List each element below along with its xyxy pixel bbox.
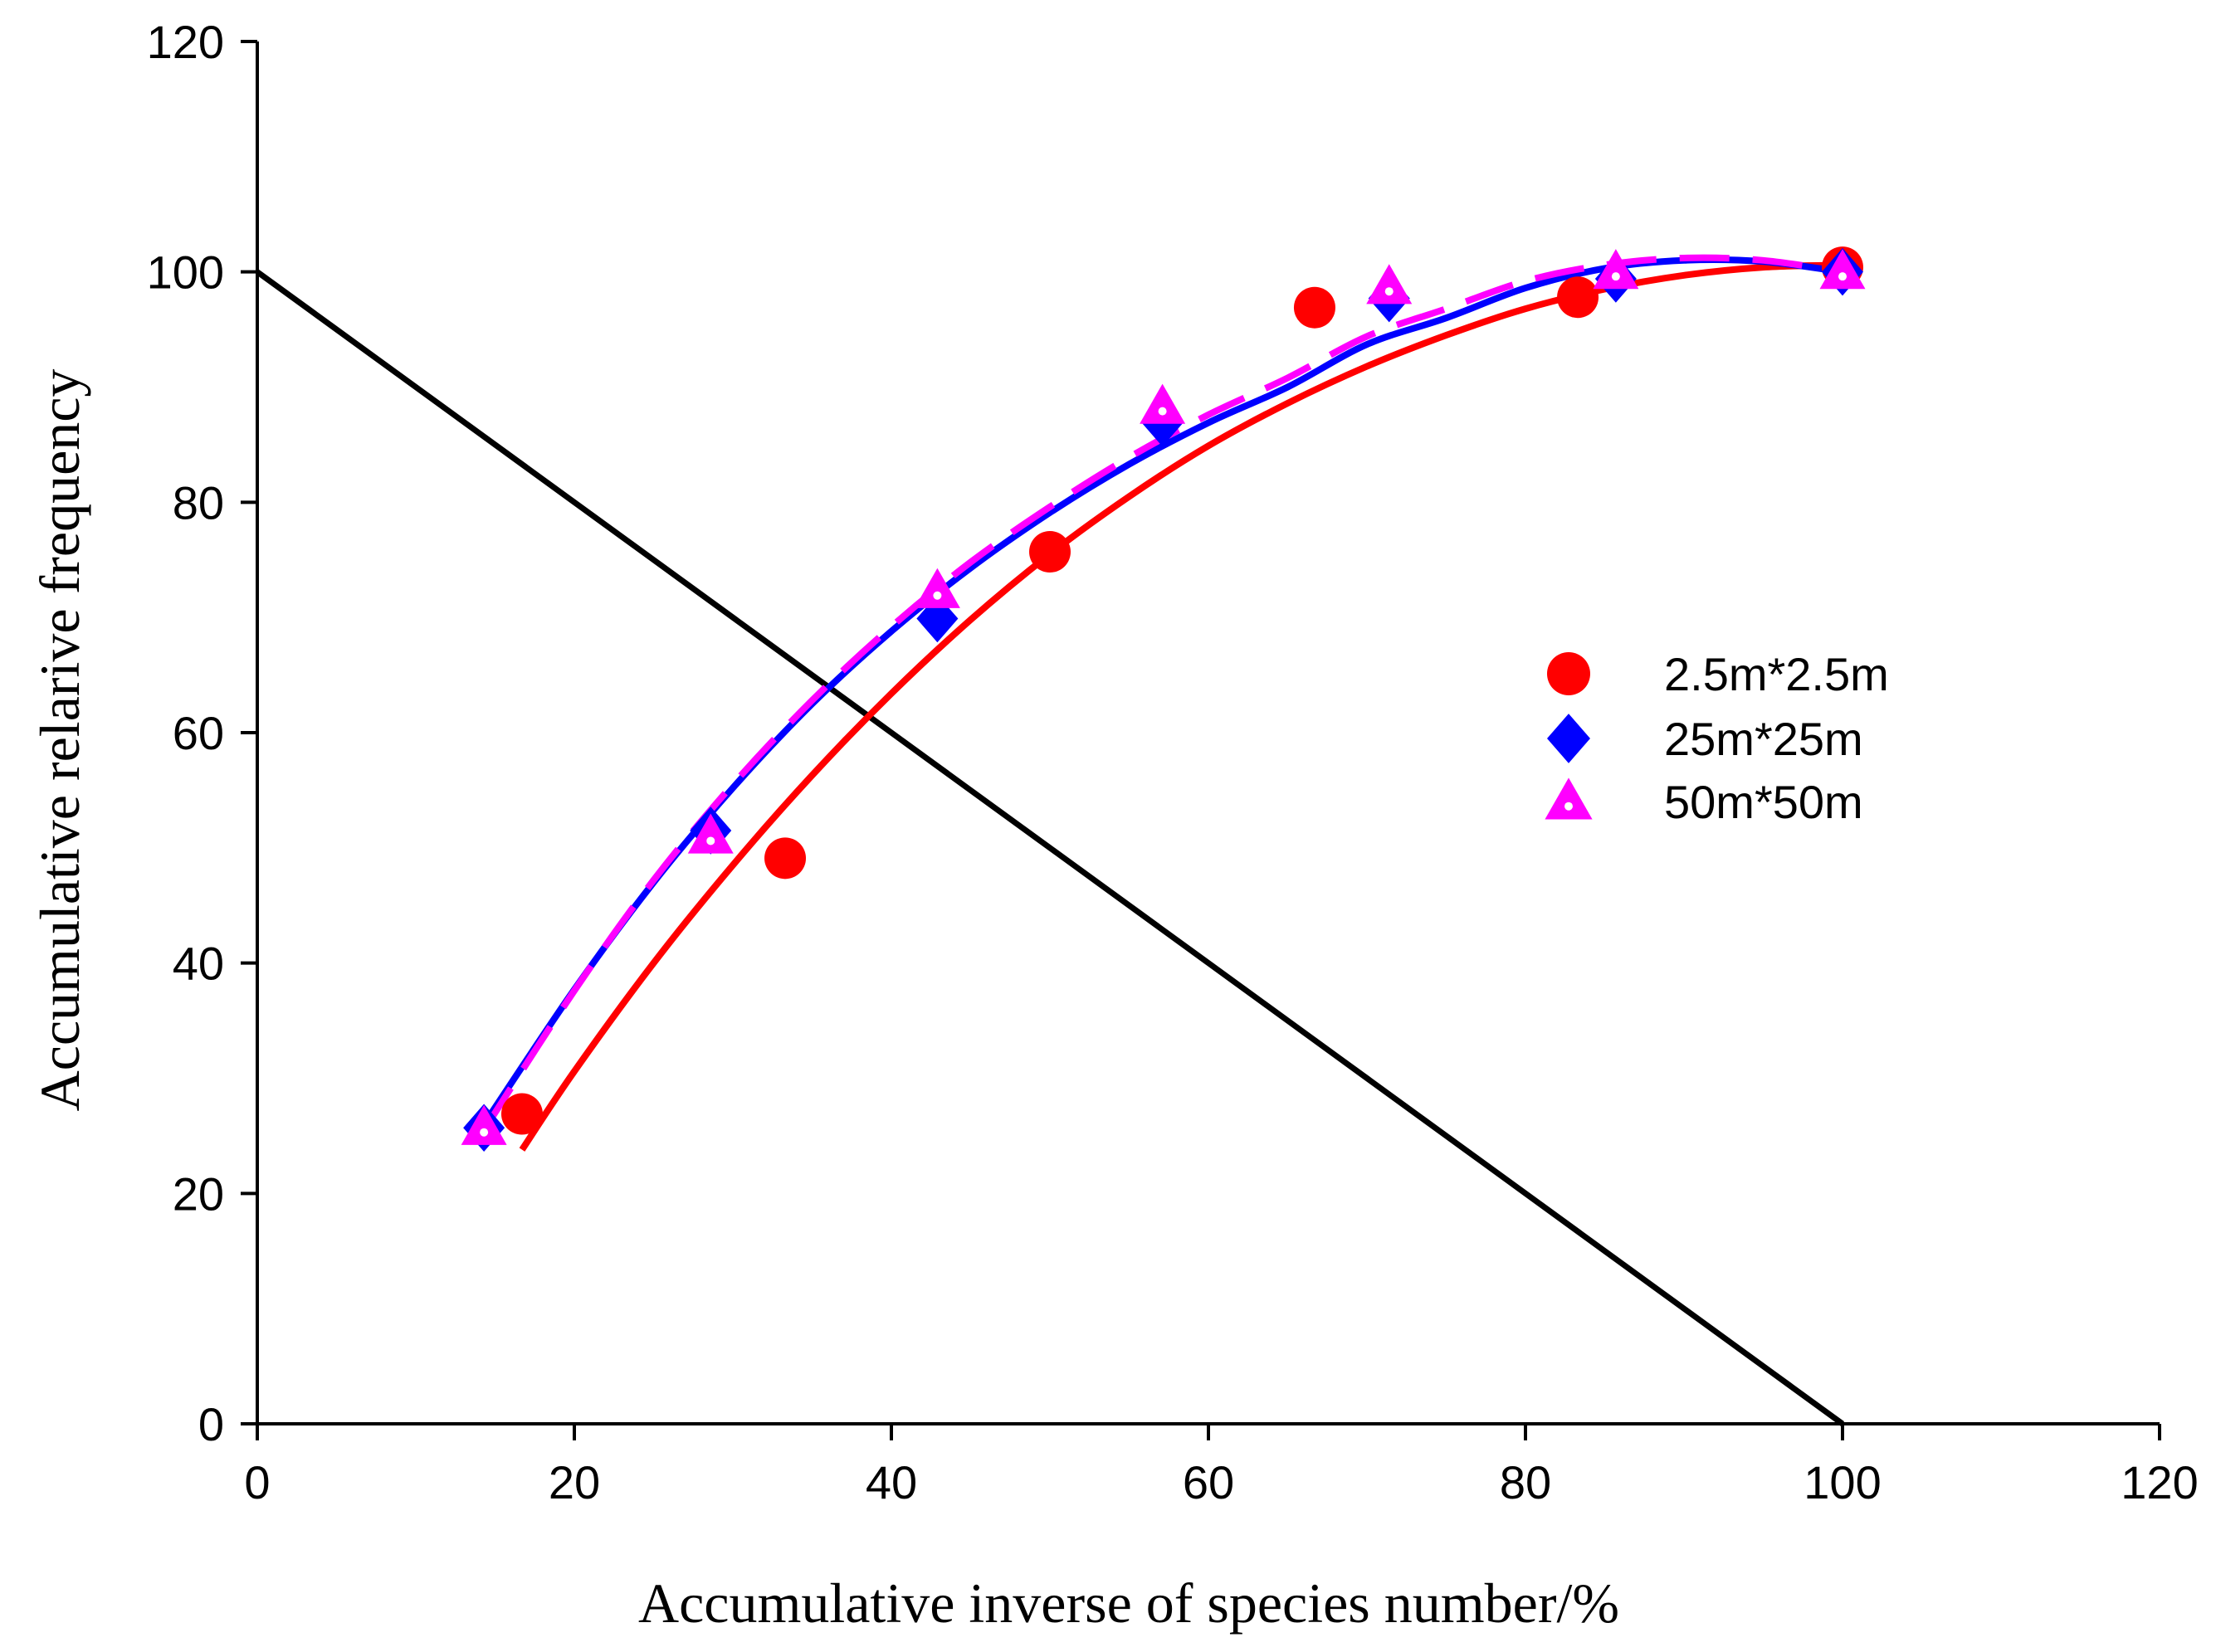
data-point-circle xyxy=(1557,276,1599,319)
data-point-triangle-dot xyxy=(706,836,715,845)
y-tick-label: 0 xyxy=(198,1398,224,1450)
x-tick-label: 80 xyxy=(1500,1456,1551,1508)
fit-curve-circle xyxy=(519,261,1843,1152)
y-tick-label: 80 xyxy=(173,476,224,529)
data-point-triangle xyxy=(914,568,960,608)
data-point-circle xyxy=(500,1093,543,1135)
data-point-circle xyxy=(1293,286,1335,329)
legend-marker-circle xyxy=(1547,652,1590,695)
legend: 2.5m*2.5m 25m*25m 50m*50m xyxy=(1545,648,1889,828)
legend-marker-diamond xyxy=(1547,714,1590,763)
legend-marker-triangle-dot xyxy=(1564,802,1573,811)
data-point-triangle-dot xyxy=(1384,287,1394,296)
data-point-triangle xyxy=(687,813,734,854)
reference-line xyxy=(255,269,1845,1426)
data-markers xyxy=(461,246,1866,1152)
data-point-triangle xyxy=(1593,249,1639,290)
y-axis-title: Accumulative relarive frequency xyxy=(28,369,91,1112)
y-tick-label: 20 xyxy=(173,1167,224,1220)
data-point-triangle-dot xyxy=(1838,272,1847,281)
x-tick-label: 120 xyxy=(2121,1456,2198,1508)
data-point-circle xyxy=(1029,531,1071,573)
x-tick-label: 60 xyxy=(1183,1456,1234,1508)
data-point-triangle-dot xyxy=(1158,407,1167,416)
fit-curves xyxy=(481,254,1843,1152)
x-tick-label: 100 xyxy=(1804,1456,1881,1508)
legend-label: 25m*25m xyxy=(1664,713,1863,765)
reference-line-layer xyxy=(255,269,1845,1426)
axes: 0 20 40 60 80 100 120 0 20 40 60 80 100 120 xyxy=(147,16,2199,1508)
data-point-circle xyxy=(764,837,807,880)
y-tick-label: 40 xyxy=(173,938,224,990)
data-point-triangle-dot xyxy=(1611,272,1620,281)
y-tick-label: 100 xyxy=(147,246,224,299)
x-tick-label: 40 xyxy=(866,1456,917,1508)
x-axis-title: Accumulative inverse of species number/% xyxy=(638,1572,1619,1635)
data-point-triangle-dot xyxy=(933,591,942,600)
data-point-triangle-dot xyxy=(480,1128,489,1137)
legend-label: 2.5m*2.5m xyxy=(1664,648,1889,700)
legend-marker-triangle xyxy=(1545,777,1593,820)
fit-curve-diamond xyxy=(481,256,1843,1127)
x-tick-label: 0 xyxy=(244,1456,270,1508)
y-tick-label: 120 xyxy=(147,16,224,68)
data-point-triangle xyxy=(1366,264,1413,305)
data-point-triangle xyxy=(1140,383,1186,424)
legend-label: 50m*50m xyxy=(1664,776,1863,828)
data-point-triangle xyxy=(461,1104,507,1145)
y-tick-label: 60 xyxy=(173,707,224,759)
data-point-triangle xyxy=(1819,249,1866,290)
x-tick-label: 20 xyxy=(549,1456,600,1508)
